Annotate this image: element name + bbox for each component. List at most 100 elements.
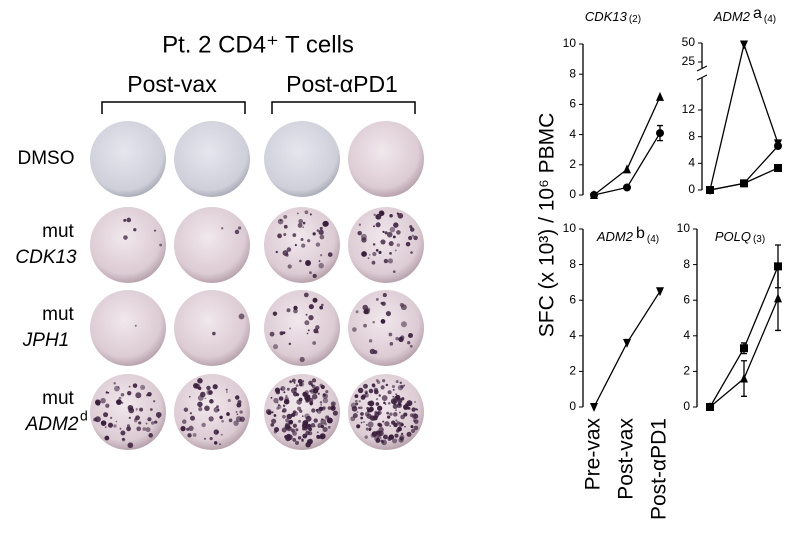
spot: [286, 308, 291, 313]
spot: [135, 408, 138, 411]
spot: [324, 415, 330, 420]
spot: [406, 431, 412, 437]
spot: [383, 258, 389, 264]
spot: [309, 213, 312, 216]
spot: [310, 388, 316, 394]
spot: [392, 235, 396, 239]
title-part: (4): [764, 14, 776, 25]
spot: [105, 391, 108, 394]
spot: [384, 421, 390, 427]
spot: [287, 264, 292, 269]
spot: [107, 422, 114, 428]
spot: [294, 440, 300, 445]
spot: [302, 226, 305, 229]
panel-title: Pt. 2 CD4⁺ T cells: [162, 31, 354, 58]
y-tick-label: 6: [683, 292, 690, 306]
spot: [271, 418, 277, 424]
spot: [309, 382, 312, 385]
spot: [398, 411, 401, 414]
spot: [275, 250, 278, 254]
spot: [296, 212, 299, 215]
spot: [375, 379, 379, 382]
spot: [389, 412, 393, 416]
spot: [320, 403, 323, 406]
spot: [384, 403, 387, 406]
x-tick-label: Post-vax: [615, 418, 638, 500]
spot: [187, 433, 192, 438]
spot: [307, 329, 310, 332]
spot: [366, 307, 371, 312]
spot: [138, 421, 142, 425]
spot: [351, 406, 358, 412]
title-part: (3): [753, 234, 765, 245]
title-part: ADM2: [596, 229, 634, 244]
spot: [403, 404, 409, 410]
spot: [367, 421, 374, 428]
well: [174, 290, 250, 366]
spot: [283, 391, 286, 394]
spot: [213, 407, 220, 413]
spot: [291, 412, 296, 418]
spot: [128, 407, 135, 414]
spot: [273, 430, 277, 434]
spot: [372, 320, 375, 324]
spot: [407, 341, 411, 345]
spot: [135, 415, 140, 421]
spot: [285, 253, 289, 257]
spot: [237, 226, 242, 230]
spot: [318, 406, 324, 412]
spot: [362, 304, 368, 311]
spot: [311, 384, 316, 389]
spot: [295, 384, 299, 387]
spot: [350, 416, 356, 422]
spot: [405, 241, 411, 247]
spot: [400, 321, 407, 328]
y-tick-label: 8: [683, 257, 690, 271]
spot: [319, 401, 323, 404]
spot: [126, 426, 131, 432]
spot: [368, 428, 371, 432]
spot: [115, 420, 118, 423]
spot: [283, 233, 287, 237]
spot: [275, 389, 281, 395]
spot: [217, 408, 220, 412]
spot: [236, 413, 239, 416]
spot: [322, 406, 326, 410]
spot: [375, 297, 379, 301]
spot: [411, 413, 418, 420]
spot: [355, 310, 359, 314]
spot: [378, 250, 382, 255]
spot: [400, 414, 405, 420]
spot: [273, 414, 277, 417]
spot: [358, 400, 361, 403]
spot: [304, 390, 309, 395]
spot: [354, 394, 359, 399]
spot: [385, 310, 392, 317]
spot: [302, 380, 305, 383]
spot: [319, 234, 325, 240]
spot: [365, 427, 369, 431]
spot: [375, 397, 379, 401]
spot: [204, 405, 210, 412]
spot: [293, 411, 295, 414]
y-tick-label: 8: [688, 129, 695, 143]
spot: [363, 383, 368, 389]
y-tick-label: 4: [688, 156, 695, 170]
spot: [396, 421, 400, 425]
spot: [235, 411, 238, 413]
spot: [121, 401, 124, 404]
spot: [397, 213, 404, 219]
spot: [375, 402, 380, 406]
spot: [376, 431, 382, 437]
spot: [118, 396, 122, 400]
spot: [283, 224, 288, 229]
spot: [148, 433, 153, 438]
spot: [386, 411, 390, 415]
spot: [395, 380, 399, 383]
spot: [302, 433, 308, 439]
title-part: (2): [629, 14, 641, 25]
spot: [394, 249, 397, 252]
spot: [204, 397, 206, 400]
spot: [209, 399, 214, 404]
spot: [389, 342, 394, 346]
